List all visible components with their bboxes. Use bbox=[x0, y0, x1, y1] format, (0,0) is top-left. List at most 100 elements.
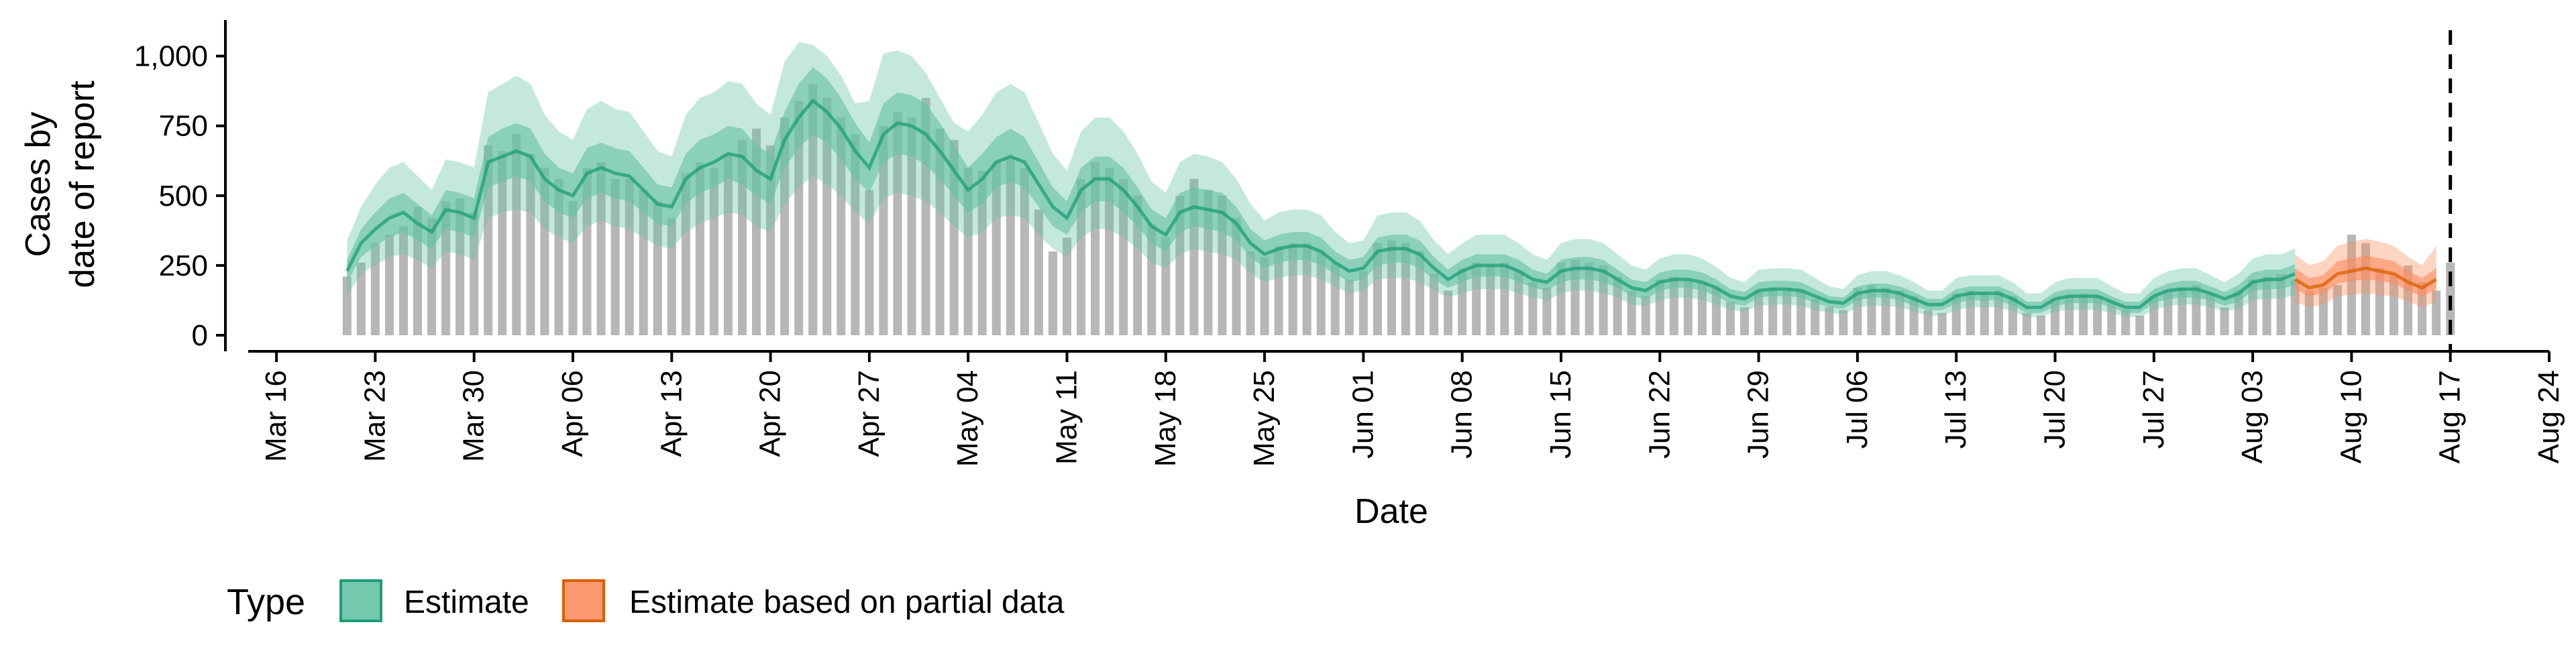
observed-bar bbox=[1895, 290, 1904, 335]
observed-bar bbox=[1260, 257, 1269, 335]
observed-bar bbox=[639, 190, 648, 335]
observed-bar bbox=[2318, 288, 2328, 335]
observed-bar bbox=[498, 151, 507, 335]
observed-bar bbox=[2262, 276, 2271, 335]
x-tick-label: Apr 20 bbox=[754, 370, 787, 457]
observed-bar bbox=[667, 218, 676, 335]
observed-bar bbox=[1105, 168, 1114, 335]
x-tick-label: Jun 01 bbox=[1346, 370, 1379, 459]
observed-bar bbox=[1048, 251, 1057, 335]
observed-bar bbox=[1246, 251, 1255, 335]
observed-bar bbox=[540, 168, 549, 335]
observed-bar bbox=[1514, 271, 1523, 335]
observed-bar bbox=[977, 170, 987, 335]
observed-bar bbox=[737, 139, 747, 336]
observed-bar bbox=[1994, 290, 2003, 335]
observed-bar bbox=[2248, 279, 2257, 335]
y-tick-label: 500 bbox=[159, 180, 208, 213]
observed-bar bbox=[1147, 223, 1157, 335]
observed-bar bbox=[1302, 243, 1311, 335]
observed-bar bbox=[470, 212, 479, 335]
x-tick-label: May 25 bbox=[1248, 370, 1281, 467]
observed-bar bbox=[2332, 285, 2342, 335]
legend: Type Estimate Estimate based on partial … bbox=[227, 579, 1065, 622]
observed-bar bbox=[837, 117, 846, 336]
observed-bar bbox=[1316, 251, 1326, 335]
y-axis-title-line2: date of report bbox=[63, 80, 102, 288]
observed-bar bbox=[1062, 237, 1072, 335]
observed-bar bbox=[342, 276, 352, 335]
observed-bar bbox=[1020, 168, 1029, 335]
observed-bar bbox=[822, 98, 832, 335]
legend-title: Type bbox=[227, 582, 305, 622]
observed-bar bbox=[1613, 276, 1622, 335]
observed-bar bbox=[356, 262, 366, 335]
observed-bar bbox=[1725, 302, 1735, 335]
observed-bar bbox=[1782, 290, 1792, 335]
observed-bar bbox=[512, 134, 521, 335]
observed-bar bbox=[1669, 276, 1678, 335]
observed-bar bbox=[2093, 296, 2102, 335]
x-ticks: Mar 16 Mar 23 Mar 30 Apr 06 Apr 13 Apr 20 Apr … bbox=[260, 351, 2565, 467]
x-tick-label: Apr 27 bbox=[853, 370, 885, 457]
observed-bar bbox=[1232, 218, 1241, 335]
observed-bar bbox=[893, 111, 902, 335]
observed-bar bbox=[1740, 307, 1750, 335]
legend-swatch-estimate bbox=[339, 579, 382, 622]
observed-bar bbox=[2065, 296, 2074, 335]
estimate-band-50 bbox=[347, 67, 2296, 313]
observed-bar bbox=[1358, 271, 1368, 335]
observed-bar bbox=[1430, 274, 1439, 335]
observed-bar bbox=[1627, 290, 1636, 335]
y-ticks: 0 250 500 750 1,000 bbox=[134, 40, 225, 352]
observed-bar bbox=[2290, 279, 2300, 335]
y-tick-label: 250 bbox=[159, 249, 208, 282]
observed-bar bbox=[1133, 195, 1142, 335]
estimate-bands bbox=[345, 42, 2437, 317]
observed-bar bbox=[2107, 302, 2116, 335]
observed-bar bbox=[1881, 288, 1890, 335]
observed-bar bbox=[1091, 162, 1100, 335]
y-axis-title-line1: Cases by bbox=[19, 112, 58, 257]
x-tick-label: Apr 13 bbox=[655, 370, 688, 457]
observed-bar bbox=[2149, 296, 2159, 335]
y-tick-label: 0 bbox=[192, 319, 208, 352]
observed-bar bbox=[1415, 251, 1425, 335]
observed-bar bbox=[1528, 282, 1538, 335]
observed-bar bbox=[1401, 243, 1411, 335]
observed-bar bbox=[709, 168, 718, 335]
observed-bar bbox=[2418, 282, 2427, 335]
legend-label-estimate: Estimate bbox=[404, 585, 529, 620]
observed-bar bbox=[1768, 288, 1778, 335]
observed-bar bbox=[2178, 288, 2187, 335]
x-tick-label: Apr 06 bbox=[556, 370, 589, 457]
legend-swatch-partial bbox=[562, 579, 605, 622]
x-tick-label: Aug 03 bbox=[2236, 370, 2269, 463]
observed-bar bbox=[1937, 312, 1947, 335]
observed-bar bbox=[1825, 307, 1834, 335]
observed-bar bbox=[2390, 274, 2399, 335]
observed-bar bbox=[2022, 312, 2031, 335]
x-tick-label: Jul 20 bbox=[2039, 370, 2072, 449]
observed-bar bbox=[851, 134, 860, 335]
observed-bar bbox=[1458, 268, 1467, 335]
observed-bar bbox=[441, 201, 451, 335]
observed-bar bbox=[808, 84, 818, 336]
observed-bar bbox=[1754, 290, 1764, 335]
observed-bar bbox=[1006, 156, 1015, 335]
observed-bar bbox=[2121, 310, 2131, 335]
x-tick-label: Aug 24 bbox=[2532, 370, 2565, 463]
x-tick-label: Mar 16 bbox=[260, 370, 292, 462]
observed-bar bbox=[695, 162, 704, 335]
x-tick-label: Mar 30 bbox=[458, 370, 490, 462]
x-tick-label: Aug 17 bbox=[2434, 370, 2467, 463]
observed-bar bbox=[1796, 290, 1806, 335]
observed-bar bbox=[879, 125, 888, 336]
observed-bar bbox=[1344, 279, 1354, 335]
observed-bar bbox=[907, 117, 916, 336]
observed-bar bbox=[2220, 307, 2229, 335]
observed-bar bbox=[370, 243, 380, 335]
partial-band-50 bbox=[2295, 255, 2436, 296]
observed-bar bbox=[1585, 262, 1594, 335]
